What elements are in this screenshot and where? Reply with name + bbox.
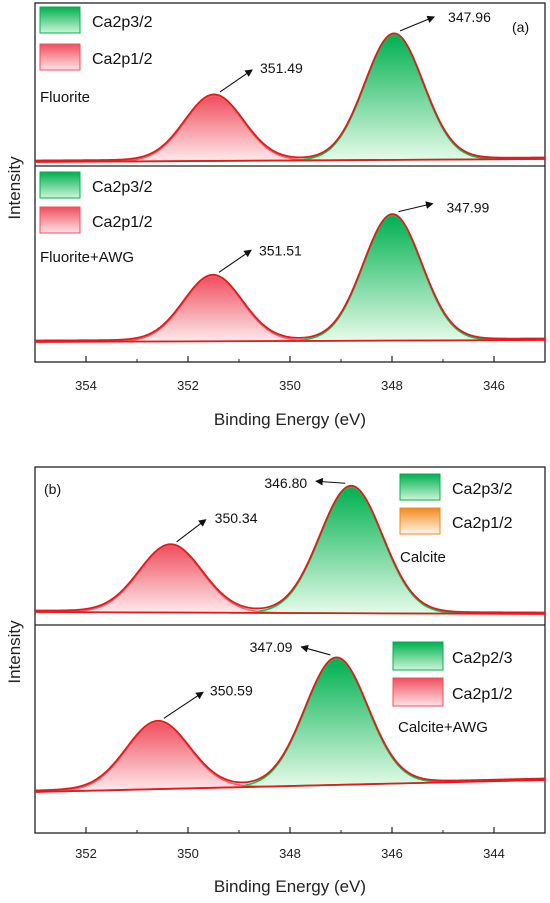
peak-annotation-350-34: 350.34	[215, 510, 258, 526]
legend-fluorite-awg: Ca2p3/2 Ca2p1/2 Fluorite+AWG	[39, 171, 153, 266]
legend-label-ca2p1-2: Ca2p1/2	[452, 515, 513, 532]
annotation-arrow	[315, 477, 346, 486]
x-tick-label: 344	[483, 846, 505, 861]
sample-label-fluorite: Fluorite	[40, 89, 90, 106]
baseline-line	[34, 779, 546, 793]
peak-annotation-347-99: 347.99	[447, 200, 490, 216]
envelope-line	[34, 32, 546, 162]
annotation-arrow	[398, 201, 434, 213]
annotation-arrow	[163, 691, 204, 719]
peak-annotation-351-51: 351.51	[259, 242, 302, 258]
legend-swatch-ca2p1-2	[392, 677, 444, 707]
legend-swatch-ca2p2-3	[392, 641, 444, 671]
x-tick-label: 350	[279, 378, 301, 393]
x-tick-label: 346	[483, 378, 505, 393]
peak-annotation-347-96: 347.96	[448, 9, 491, 25]
peak-fill-ca2p2-3	[215, 658, 458, 789]
peak-fill-ca2p1-2	[36, 721, 280, 793]
baseline-line	[34, 158, 546, 163]
legend-label-ca2p2-3: Ca2p2/3	[452, 650, 513, 667]
peak-fill-ca2p1-2	[100, 95, 328, 163]
peak-annotation-350-59: 350.59	[210, 682, 253, 698]
envelope-line	[35, 213, 545, 342]
x-tick-label: 346	[381, 846, 403, 861]
legend-swatch-ca2p3-2	[39, 171, 81, 199]
annotation-arrow	[219, 69, 253, 93]
x-tick-label: 350	[177, 846, 199, 861]
baseline-line	[34, 339, 546, 343]
annotation-arrow	[218, 249, 252, 273]
legend-label-ca2p1-2: Ca2p1/2	[452, 686, 513, 703]
spectrum-calcite-awg: 347.09 350.59	[34, 639, 546, 793]
x-tick-label: 354	[75, 378, 97, 393]
x-tick-label: 348	[381, 378, 403, 393]
legend-swatch-ca2p3-2	[39, 6, 81, 34]
spectrum-calcite: 346.80 350.34	[34, 475, 546, 615]
y-axis-title-b: Intensity	[5, 620, 24, 684]
spectrum-fluorite-awg: 347.99 351.51	[34, 200, 546, 343]
x-axis-title-b: Binding Energy (eV)	[214, 877, 366, 896]
peak-fill-ca2p3-2	[279, 214, 506, 342]
legend-label-ca2p3-2: Ca2p3/2	[452, 481, 513, 498]
annotation-arrow	[399, 15, 436, 32]
x-tick-label: 352	[177, 378, 199, 393]
peak-annotation-351-49: 351.49	[260, 60, 303, 76]
legend-label-ca2p3-2: Ca2p3/2	[92, 179, 153, 196]
spectrum-fluorite: 347.96 351.49	[34, 9, 546, 163]
legend-label-ca2p1-2: Ca2p1/2	[92, 51, 153, 68]
legend-calcite-awg: Ca2p2/3 Ca2p1/2 Calcite+AWG	[392, 641, 513, 736]
x-ticks-b: 352 350 348 346 344	[75, 827, 505, 861]
sample-label-fluorite-awg: Fluorite+AWG	[40, 249, 134, 266]
sample-label-calcite: Calcite	[400, 549, 446, 566]
panel-label-b: (b)	[44, 481, 61, 497]
legend-swatch-ca2p1-2	[39, 206, 81, 234]
sample-label-calcite-awg: Calcite+AWG	[398, 719, 488, 736]
legend-calcite: Ca2p3/2 Ca2p1/2 Calcite	[399, 473, 513, 566]
legend-label-ca2p3-2: Ca2p3/2	[92, 14, 153, 31]
peak-fill-ca2p1-2	[99, 275, 327, 343]
annotation-arrow	[300, 644, 331, 656]
peak-annotation-346-80: 346.80	[264, 475, 307, 491]
legend-swatch-ca2p1-2	[39, 43, 81, 71]
peak-annotation-347-09: 347.09	[250, 639, 293, 655]
legend-label-ca2p1-2: Ca2p1/2	[92, 214, 153, 231]
legend-swatch-ca2p3-2	[399, 473, 441, 501]
peak-fill-ca2p3-2	[229, 486, 473, 615]
legend-swatch-ca2p1-2	[399, 507, 441, 535]
peak-fill-ca2p3-2	[280, 34, 508, 162]
peak-fill-ca2p1-2	[49, 544, 293, 614]
x-ticks-a: 354 352 350 348 346	[75, 356, 505, 393]
panel-a: 347.96 351.49 347.99 351.51 354 352 350 348 34…	[5, 2, 546, 429]
baseline-line	[34, 611, 546, 615]
annotation-arrow	[176, 519, 207, 543]
y-axis-title-a: Intensity	[5, 156, 24, 220]
x-tick-label: 348	[279, 846, 301, 861]
x-tick-label: 352	[75, 846, 97, 861]
panel-b: 346.80 350.34 347.09 350.59 352 350 348 346 34…	[5, 466, 546, 896]
panel-label-a: (a)	[512, 19, 529, 35]
x-axis-title-a: Binding Energy (eV)	[214, 410, 366, 429]
envelope-line	[34, 484, 545, 614]
legend-fluorite: Ca2p3/2 Ca2p1/2 Fluorite	[39, 6, 153, 106]
envelope-line	[34, 656, 546, 792]
